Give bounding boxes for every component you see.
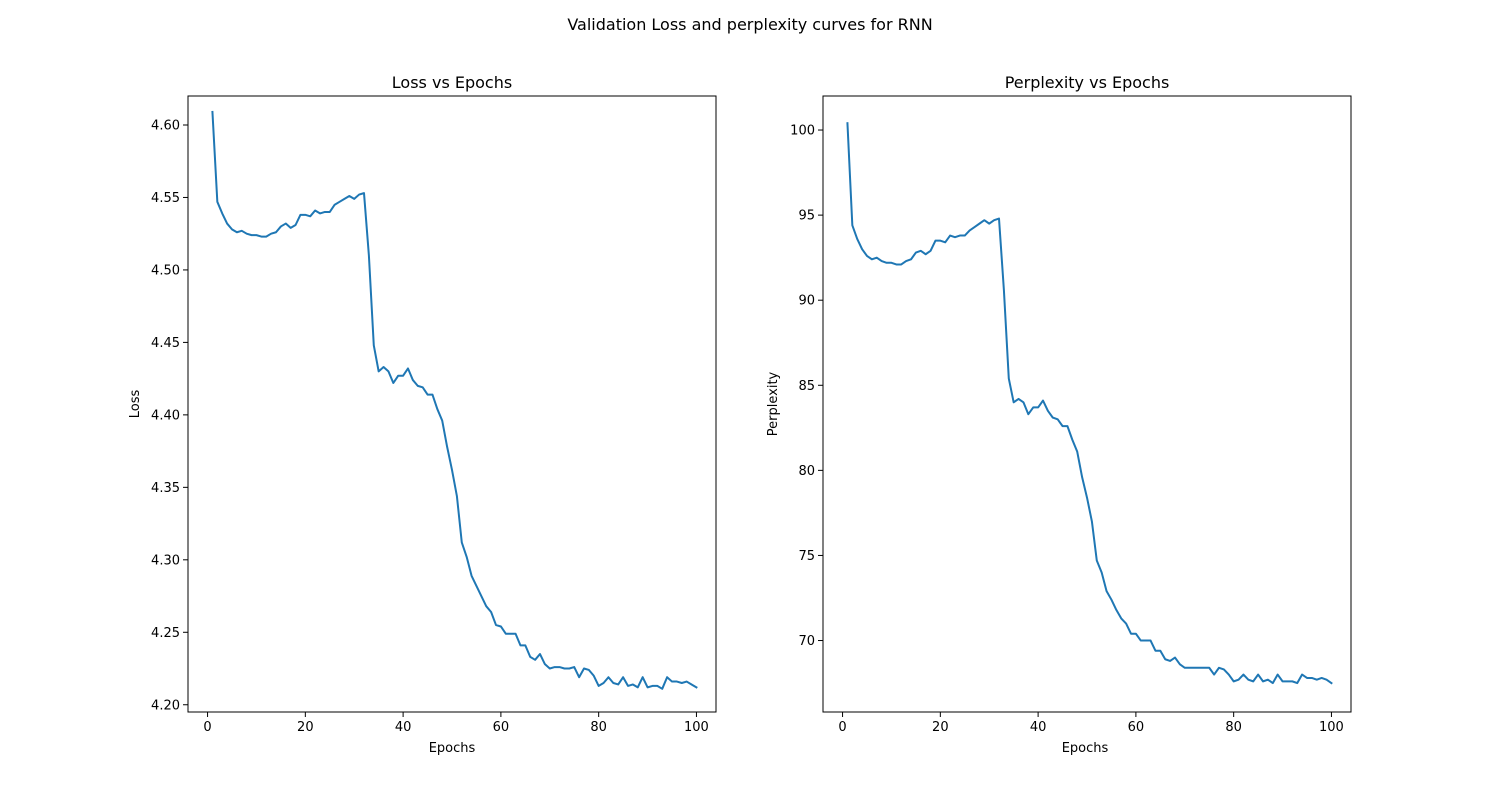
loss-y-tick-label: 4.55 <box>151 191 180 206</box>
perplexity-x-axis-label: Epochs <box>1062 741 1109 756</box>
loss-plot-frame <box>187 95 717 713</box>
figure-suptitle: Validation Loss and perplexity curves fo… <box>567 15 932 34</box>
perplexity-line-marks <box>846 122 1333 685</box>
loss-plot-title: Loss vs Epochs <box>392 73 512 92</box>
perplexity-x-tick-label: 80 <box>1225 720 1242 735</box>
loss-y-tick-label: 4.25 <box>151 626 180 641</box>
loss-y-tick-label: 4.35 <box>151 481 180 496</box>
loss-x-tick-label: 0 <box>203 720 211 735</box>
loss-y-tick-label: 4.50 <box>151 263 180 278</box>
perplexity-y-tick-label: 75 <box>798 549 815 564</box>
loss-y-tick-label: 4.20 <box>151 698 180 713</box>
loss-y-tick-label: 4.45 <box>151 336 180 351</box>
loss-line-marks <box>211 110 698 690</box>
perplexity-y-tick-label: 100 <box>790 124 815 139</box>
perplexity-y-tick-label: 80 <box>798 464 815 479</box>
loss-x-axis-label: Epochs <box>429 741 476 756</box>
perplexity-y-axis-label: Perplexity <box>766 371 781 436</box>
loss-y-tick-label: 4.30 <box>151 553 180 568</box>
perplexity-y-tick-label: 90 <box>798 294 815 309</box>
perplexity-x-tick-label: 60 <box>1128 720 1145 735</box>
perplexity-y-tick-label: 70 <box>798 634 815 649</box>
perplexity-series-line <box>846 122 1333 685</box>
perplexity-x-tick-label: 100 <box>1319 720 1344 735</box>
loss-ticks: 0 20 40 60 80 100 4.20 4.25 4.30 4.35 4.40 4.45 4.50… <box>151 118 709 735</box>
loss-subplot: Loss vs Epochs Epochs Loss 0 20 40 60 80 100 4… <box>128 73 717 756</box>
loss-x-tick-label: 40 <box>395 720 412 735</box>
loss-x-tick-label: 60 <box>493 720 510 735</box>
perplexity-y-tick-label: 95 <box>798 209 815 224</box>
perplexity-ticks: 0 20 40 60 80 100 70 75 80 85 90 95 100 <box>790 124 1344 735</box>
loss-x-tick-label: 80 <box>590 720 607 735</box>
perplexity-y-tick-label: 85 <box>798 379 815 394</box>
loss-x-tick-label: 20 <box>297 720 314 735</box>
perplexity-x-tick-label: 0 <box>838 720 846 735</box>
perplexity-x-tick-label: 20 <box>932 720 949 735</box>
loss-y-axis-label: Loss <box>128 390 143 419</box>
loss-y-tick-label: 4.40 <box>151 408 180 423</box>
loss-series-line <box>211 110 698 690</box>
loss-y-tick-label: 4.60 <box>151 118 180 133</box>
perplexity-plot-title: Perplexity vs Epochs <box>1005 73 1170 92</box>
loss-x-tick-label: 100 <box>684 720 709 735</box>
perplexity-x-tick-label: 40 <box>1030 720 1047 735</box>
perplexity-plot-frame <box>822 95 1352 713</box>
perplexity-subplot: Perplexity vs Epochs Epochs Perplexity 0… <box>766 73 1352 756</box>
